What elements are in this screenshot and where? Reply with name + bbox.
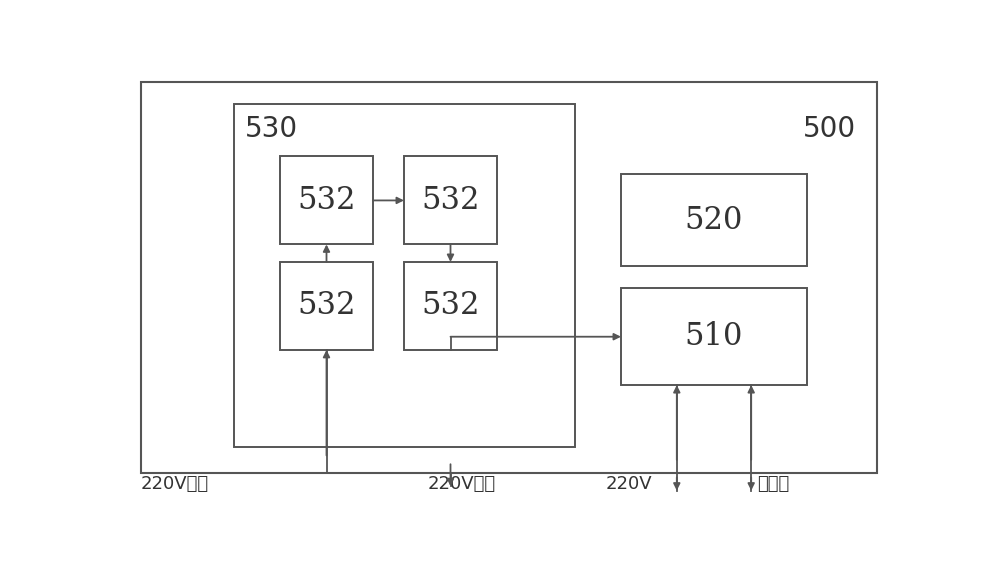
Text: 532: 532: [297, 291, 356, 321]
Text: 532: 532: [421, 185, 480, 216]
Text: 通信线: 通信线: [757, 475, 789, 493]
Bar: [234, 104, 574, 447]
Text: 220V输出: 220V输出: [427, 475, 495, 493]
Bar: [280, 262, 373, 350]
Bar: [280, 156, 373, 244]
Text: 220V输入: 220V输入: [140, 475, 209, 493]
Text: 220V: 220V: [606, 475, 652, 493]
Text: 520: 520: [685, 205, 743, 236]
Text: 510: 510: [685, 321, 743, 352]
Bar: [140, 82, 877, 473]
Bar: [621, 288, 807, 385]
Text: 532: 532: [421, 291, 480, 321]
Bar: [404, 262, 497, 350]
Bar: [621, 174, 807, 266]
Bar: [404, 156, 497, 244]
Text: 530: 530: [245, 115, 298, 143]
Text: 500: 500: [803, 115, 856, 143]
Text: 532: 532: [297, 185, 356, 216]
